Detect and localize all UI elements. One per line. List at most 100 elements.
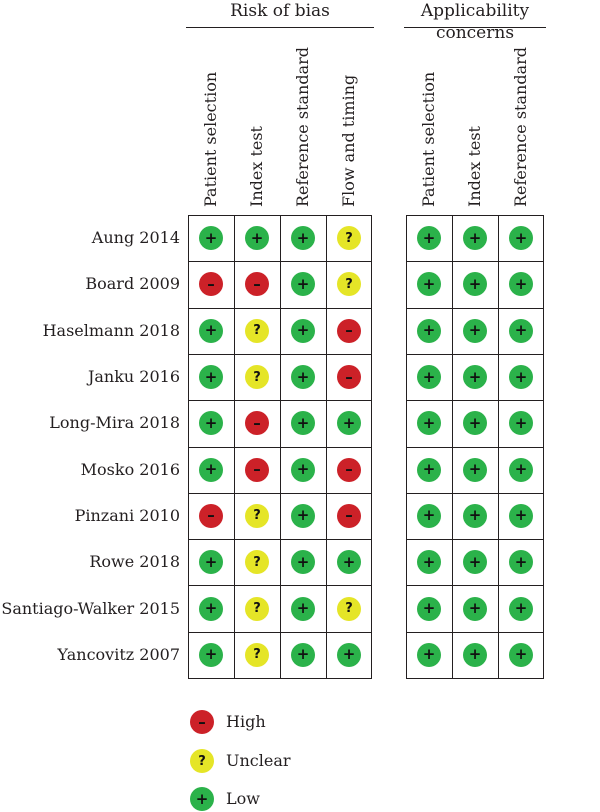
judgement-low-icon: +	[199, 550, 223, 575]
column-header: Patient selection	[419, 71, 438, 207]
grid-line	[406, 400, 544, 402]
judgement-low-icon: +	[291, 457, 315, 482]
judgement-unclear-icon: ?	[337, 226, 361, 251]
judgement-low-icon: +	[463, 550, 487, 575]
grid-line	[406, 631, 544, 633]
judgement-low-icon: +	[463, 503, 487, 528]
study-label: Rowe 2018	[89, 552, 180, 572]
study-label: Board 2009	[85, 274, 180, 294]
judgement-low-icon: +	[417, 596, 441, 621]
grid-line	[188, 353, 372, 355]
judgement-unclear-icon: ?	[245, 642, 269, 667]
grid-line	[406, 353, 544, 355]
judgement-low-icon: +	[199, 596, 223, 621]
judgement-high-icon: –	[245, 272, 269, 297]
judgement-low-icon: +	[417, 272, 441, 297]
judgement-low-icon: +	[509, 411, 533, 436]
judgement-low-icon: +	[509, 365, 533, 390]
judgement-low-icon: +	[417, 318, 441, 343]
grid-line	[188, 261, 372, 263]
judgement-low-icon: +	[509, 550, 533, 575]
judgement-high-icon: –	[245, 411, 269, 436]
judgement-low-icon: +	[417, 365, 441, 390]
judgement-low-icon: +	[337, 550, 361, 575]
judgement-low-icon: +	[291, 642, 315, 667]
judgement-low-icon: +	[417, 503, 441, 528]
judgement-low-icon: +	[463, 596, 487, 621]
judgement-low-icon: +	[291, 503, 315, 528]
judgement-low-icon: +	[337, 642, 361, 667]
legend-unclear-icon: ?	[190, 749, 214, 773]
grid-line	[406, 446, 544, 448]
judgement-high-icon: –	[199, 272, 223, 297]
column-header: Reference standard	[511, 47, 530, 207]
judgement-low-icon: +	[291, 411, 315, 436]
judgement-low-icon: +	[509, 226, 533, 251]
legend-label: Low	[226, 789, 260, 808]
judgement-high-icon: –	[199, 503, 223, 528]
grid-line	[188, 446, 372, 448]
judgement-low-icon: +	[463, 272, 487, 297]
judgement-low-icon: +	[291, 596, 315, 621]
judgement-low-icon: +	[199, 318, 223, 343]
grid-line	[406, 492, 544, 494]
legend-low-icon: +	[190, 787, 214, 811]
group-underline	[404, 27, 546, 28]
judgement-low-icon: +	[417, 457, 441, 482]
judgement-unclear-icon: ?	[337, 272, 361, 297]
judgement-low-icon: +	[463, 457, 487, 482]
judgement-unclear-icon: ?	[245, 596, 269, 621]
legend-high-icon: –	[190, 710, 214, 734]
group-title: Risk of bias	[230, 1, 330, 21]
grid-line	[188, 492, 372, 494]
judgement-low-icon: +	[463, 642, 487, 667]
study-label: Aung 2014	[91, 228, 180, 248]
grid-line	[406, 307, 544, 309]
grid-line	[188, 539, 372, 541]
judgement-high-icon: –	[337, 503, 361, 528]
column-header: Reference standard	[293, 47, 312, 207]
judgement-low-icon: +	[291, 318, 315, 343]
judgement-low-icon: +	[509, 272, 533, 297]
grid-line	[188, 585, 372, 587]
judgement-low-icon: +	[463, 226, 487, 251]
judgement-low-icon: +	[291, 365, 315, 390]
grid-line	[188, 307, 372, 309]
judgement-low-icon: +	[245, 226, 269, 251]
judgement-low-icon: +	[417, 226, 441, 251]
study-label: Santiago-Walker 2015	[1, 598, 180, 618]
judgement-high-icon: –	[337, 457, 361, 482]
study-label: Janku 2016	[87, 367, 180, 387]
judgement-low-icon: +	[509, 642, 533, 667]
group-title: Applicability concerns	[420, 1, 530, 43]
judgement-low-icon: +	[199, 365, 223, 390]
judgement-low-icon: +	[417, 642, 441, 667]
group-underline	[186, 27, 374, 28]
judgement-unclear-icon: ?	[245, 318, 269, 343]
study-label: Mosko 2016	[80, 459, 180, 479]
judgement-low-icon: +	[199, 411, 223, 436]
judgement-low-icon: +	[337, 411, 361, 436]
grid-line	[406, 261, 544, 263]
study-label: Yancovitz 2007	[57, 644, 180, 664]
judgement-low-icon: +	[417, 411, 441, 436]
grid-line	[406, 539, 544, 541]
judgement-low-icon: +	[199, 642, 223, 667]
judgement-unclear-icon: ?	[245, 550, 269, 575]
grid-line	[188, 631, 372, 633]
judgement-low-icon: +	[291, 226, 315, 251]
grid-line	[406, 585, 544, 587]
column-header: Patient selection	[201, 71, 220, 207]
legend-label: Unclear	[226, 751, 291, 770]
study-label: Haselmann 2018	[42, 320, 180, 340]
judgement-low-icon: +	[291, 550, 315, 575]
judgement-low-icon: +	[509, 503, 533, 528]
judgement-low-icon: +	[199, 457, 223, 482]
column-header: Index test	[247, 126, 266, 207]
study-label: Pinzani 2010	[74, 505, 180, 525]
judgement-low-icon: +	[463, 411, 487, 436]
judgement-high-icon: –	[337, 365, 361, 390]
grid-line	[188, 400, 372, 402]
judgement-unclear-icon: ?	[245, 365, 269, 390]
judgement-high-icon: –	[245, 457, 269, 482]
